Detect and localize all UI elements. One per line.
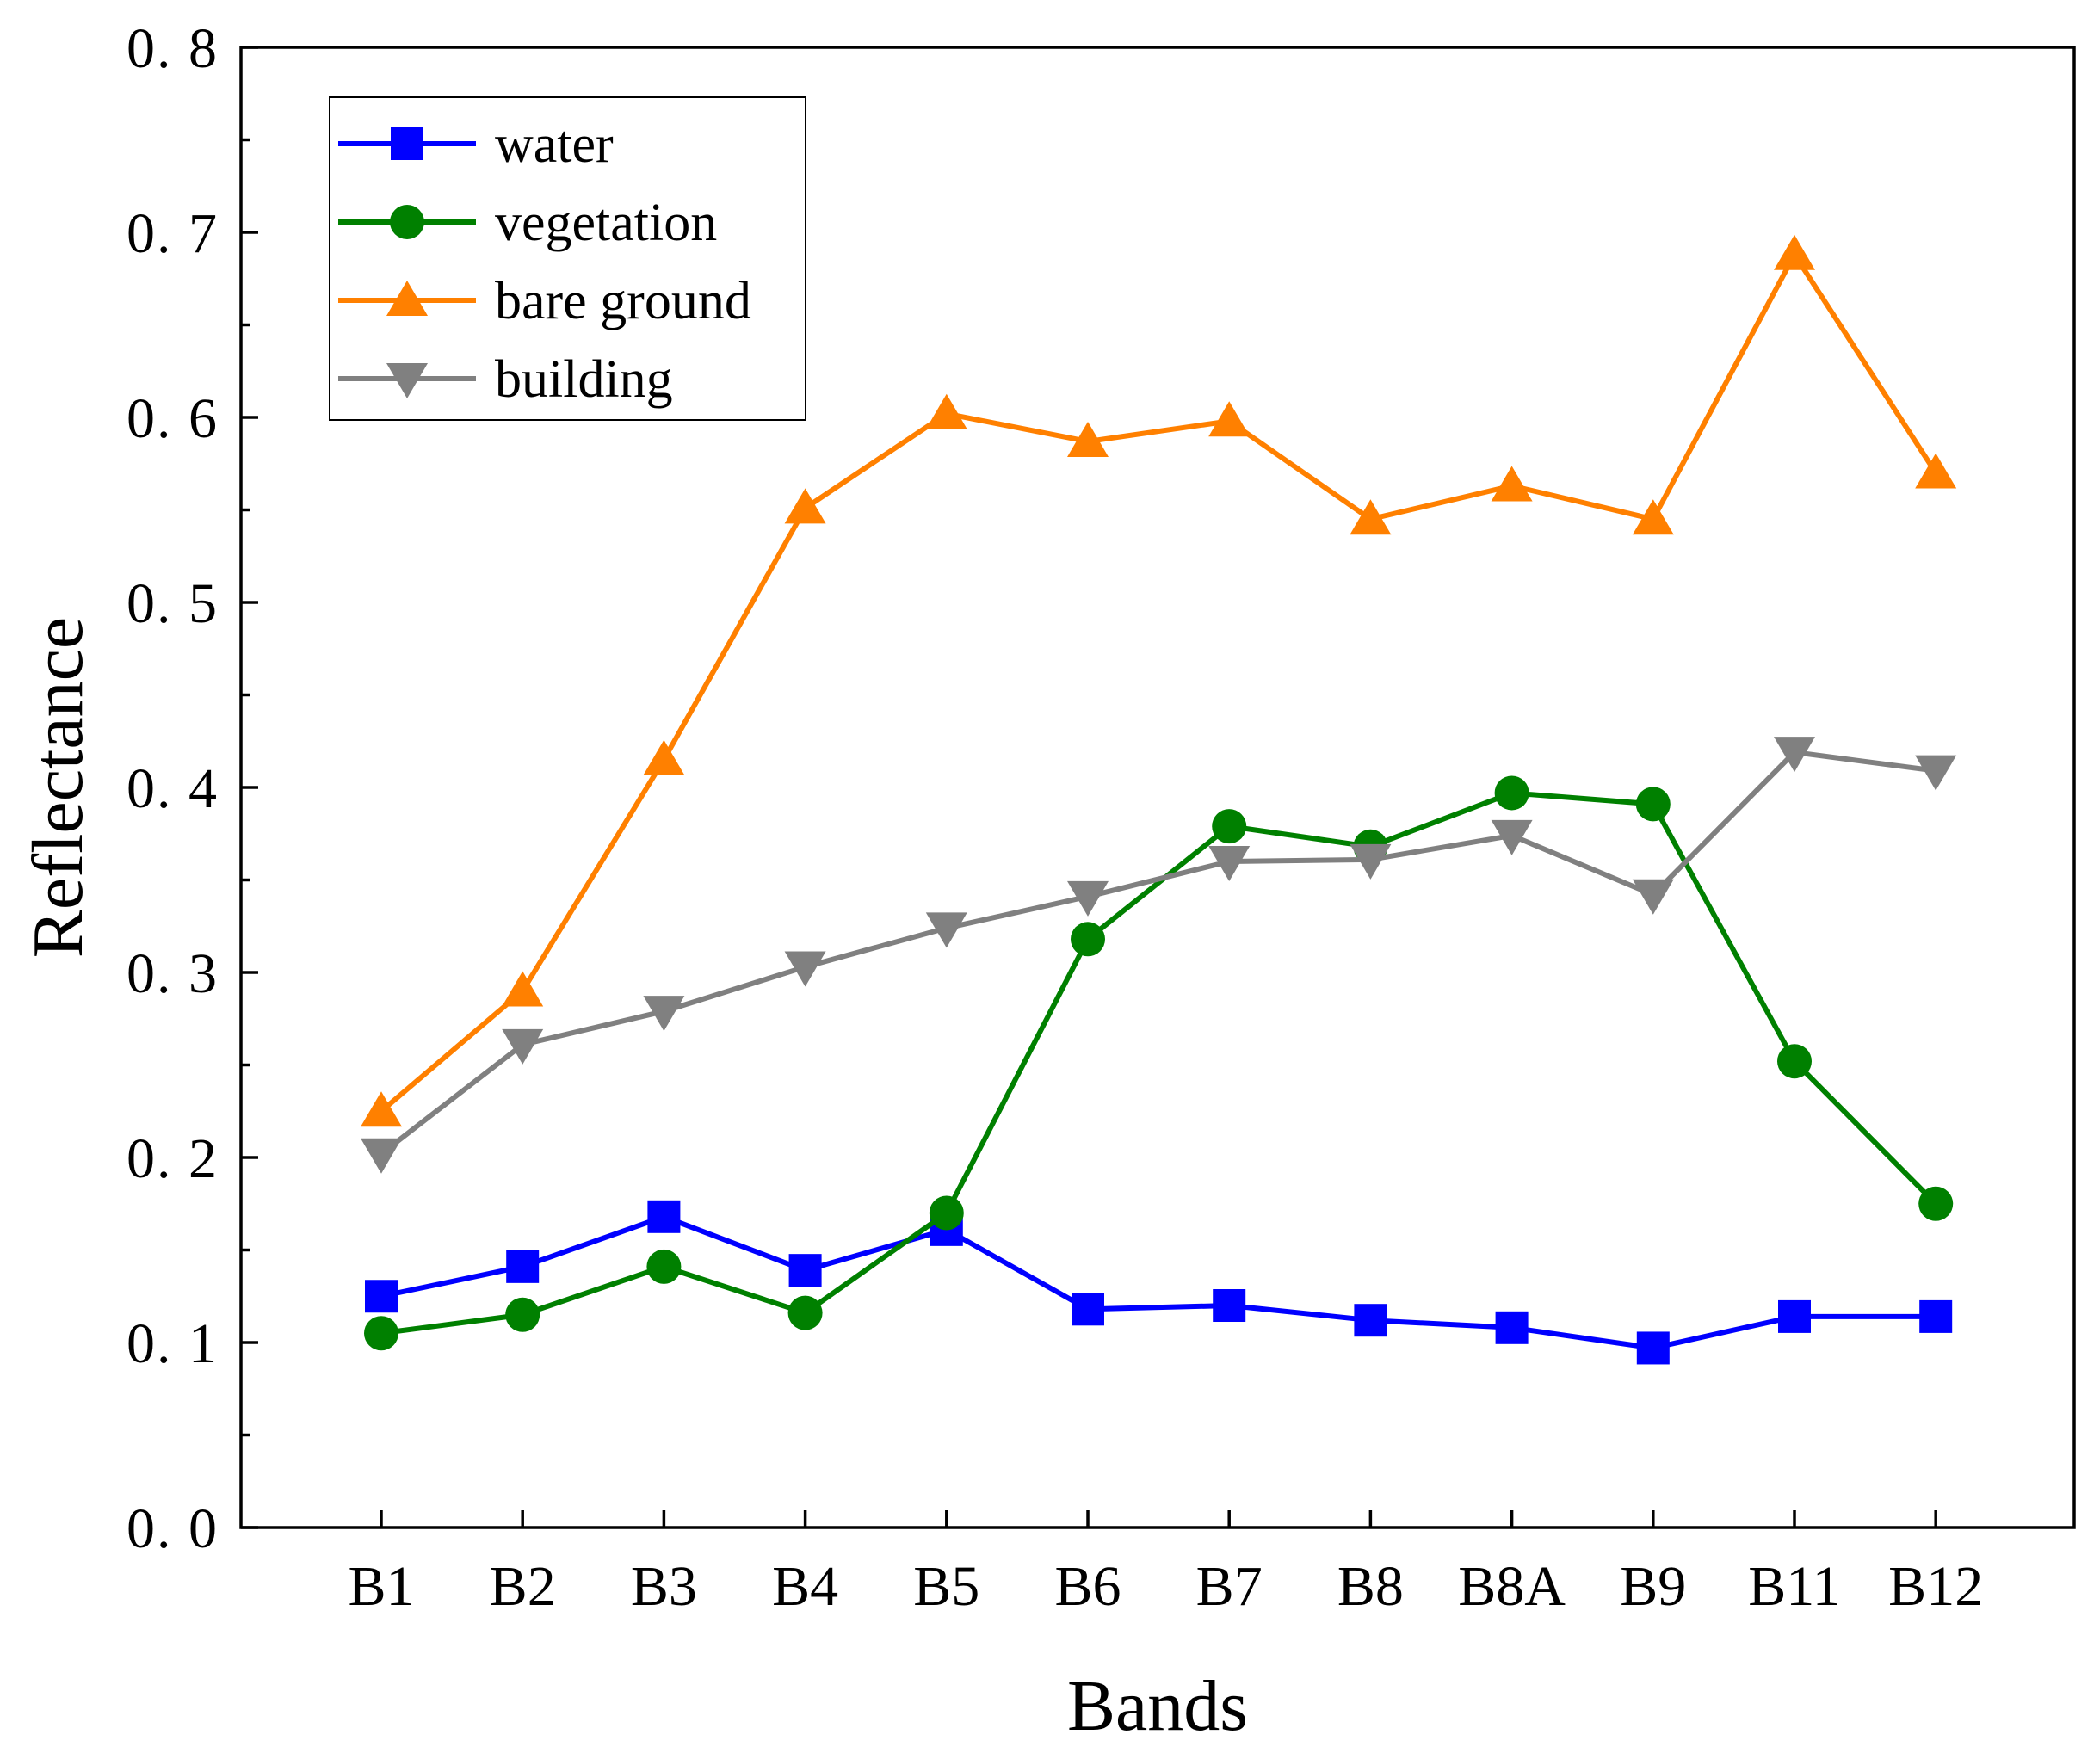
- point-bare-ground: [361, 1091, 402, 1127]
- x-tick-label: B8A: [1458, 1555, 1566, 1618]
- point-bare-ground: [1632, 499, 1674, 535]
- y-tick-label: 0. 6: [127, 387, 219, 450]
- y-tick-label: 0. 3: [127, 942, 219, 1005]
- x-tick-label: B1: [348, 1555, 414, 1618]
- point-vegetation: [1777, 1044, 1812, 1079]
- point-building: [1491, 819, 1533, 855]
- x-axis-title: Bands: [1067, 1666, 1248, 1746]
- x-tick-label: B12: [1888, 1555, 1983, 1618]
- x-axis: B1 B2 B3 B4 B5 B6 B7 B8 B8A B9 B11 B12: [348, 1510, 1983, 1618]
- legend-item-water: water: [338, 115, 614, 174]
- y-tick-label: 0. 7: [127, 202, 219, 265]
- point-building: [925, 912, 967, 948]
- series-bare-ground: [361, 234, 1957, 1127]
- y-tick-label: 0. 2: [127, 1127, 219, 1190]
- point-building: [361, 1138, 402, 1174]
- point-water: [1354, 1304, 1387, 1337]
- point-vegetation: [929, 1195, 964, 1231]
- point-vegetation: [505, 1297, 540, 1332]
- point-bare-ground: [1350, 499, 1392, 535]
- point-building: [643, 996, 685, 1032]
- point-water: [788, 1254, 822, 1287]
- point-bare-ground: [784, 488, 826, 524]
- legend-marker-building: [386, 363, 428, 398]
- point-vegetation: [1635, 787, 1671, 822]
- series-line-bare-ground: [380, 251, 1938, 1114]
- point-building: [1774, 737, 1815, 773]
- point-bare-ground: [1774, 234, 1815, 270]
- point-vegetation: [1071, 922, 1105, 957]
- series-line-water: [380, 1213, 1936, 1351]
- series-water: [365, 1200, 1953, 1365]
- point-water: [1495, 1311, 1529, 1344]
- legend-item-building: building: [338, 350, 673, 409]
- point-building: [1350, 843, 1392, 880]
- legend-label-building: building: [495, 350, 673, 409]
- point-bare-ground: [643, 739, 685, 775]
- point-vegetation: [788, 1295, 823, 1330]
- point-water: [365, 1280, 398, 1313]
- point-bare-ground: [1067, 421, 1109, 457]
- legend-item-vegetation: vegetation: [338, 194, 717, 252]
- point-water: [1778, 1299, 1811, 1333]
- y-axis-title: Reflectance: [18, 617, 98, 958]
- series-layer: [361, 234, 1957, 1365]
- point-bare-ground: [502, 971, 544, 1007]
- x-tick-label: B5: [913, 1555, 979, 1618]
- y-tick-label: 0. 0: [127, 1497, 219, 1560]
- legend-marker-water: [391, 127, 423, 160]
- series-line-vegetation: [380, 790, 1938, 1336]
- series-building: [361, 737, 1957, 1174]
- y-tick-label: 0. 8: [127, 17, 219, 80]
- legend-marker-bare-ground: [386, 281, 428, 316]
- point-water: [1636, 1331, 1670, 1365]
- x-tick-label: B9: [1620, 1555, 1686, 1618]
- legend-marker-vegetation: [390, 205, 424, 239]
- x-tick-label: B7: [1196, 1555, 1263, 1618]
- point-vegetation: [1918, 1186, 1954, 1221]
- x-tick-label: B6: [1054, 1555, 1121, 1618]
- point-bare-ground: [1491, 466, 1533, 502]
- legend-label-bare-ground: bare ground: [495, 272, 751, 330]
- point-water: [1072, 1293, 1104, 1326]
- point-building: [784, 951, 826, 987]
- point-water: [506, 1250, 540, 1283]
- point-water: [647, 1200, 681, 1233]
- x-tick-label: B11: [1748, 1555, 1841, 1618]
- y-axis: 0. 0 0. 1 0. 2 0. 3 0. 4 0. 5 0. 6 0. 7 0. 8: [127, 17, 258, 1560]
- point-building: [1208, 846, 1251, 881]
- series-vegetation: [364, 775, 1954, 1351]
- legend-item-bare-ground: bare ground: [338, 272, 751, 330]
- point-vegetation: [1212, 809, 1247, 844]
- x-tick-label: B3: [631, 1555, 697, 1618]
- point-building: [1067, 880, 1109, 917]
- y-tick-label: 0. 5: [127, 572, 219, 635]
- point-vegetation: [646, 1249, 682, 1284]
- point-bare-ground: [925, 393, 967, 429]
- y-tick-label: 0. 4: [127, 757, 219, 820]
- point-vegetation: [1494, 775, 1529, 811]
- y-tick-label: 0. 1: [127, 1312, 219, 1375]
- x-tick-label: B4: [772, 1555, 838, 1618]
- point-water: [1919, 1299, 1953, 1333]
- legend-label-vegetation: vegetation: [495, 194, 717, 252]
- series-line-building: [380, 750, 1936, 1157]
- point-vegetation: [364, 1316, 398, 1351]
- point-building: [1915, 755, 1957, 791]
- point-building: [502, 1028, 544, 1065]
- legend: water vegetation bare ground building: [329, 96, 806, 421]
- point-building: [1632, 879, 1674, 915]
- point-bare-ground: [1208, 401, 1251, 437]
- point-bare-ground: [1915, 453, 1957, 489]
- x-tick-label: B8: [1337, 1555, 1404, 1618]
- legend-label-water: water: [495, 115, 614, 174]
- point-water: [1213, 1289, 1246, 1322]
- x-tick-label: B2: [490, 1555, 556, 1618]
